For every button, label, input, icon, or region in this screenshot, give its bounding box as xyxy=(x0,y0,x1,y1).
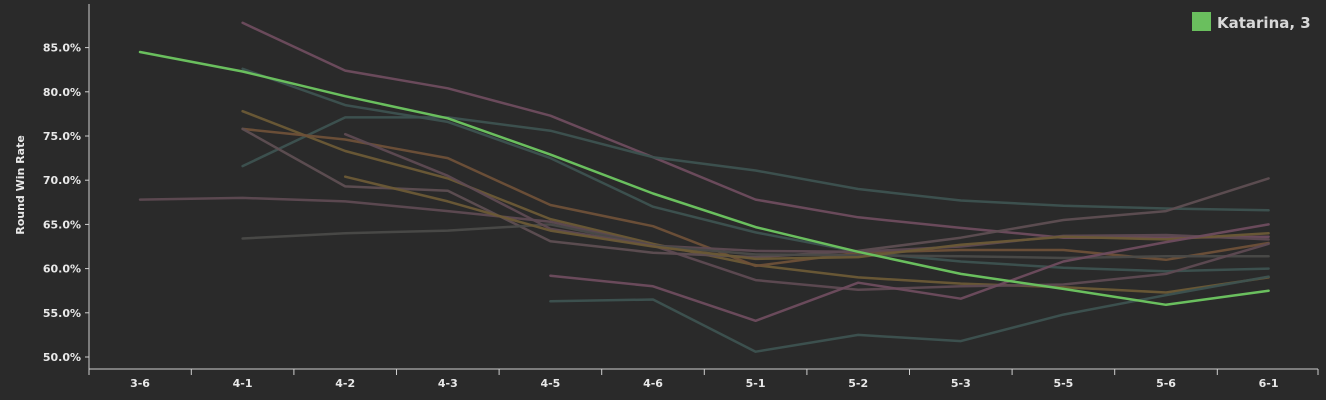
y-tick-label: 70.0% xyxy=(43,174,81,187)
x-tick-label: 4-6 xyxy=(643,377,663,390)
x-tick-label: 5-3 xyxy=(951,377,971,390)
x-tick-label: 4-5 xyxy=(540,377,560,390)
y-tick-label: 85.0% xyxy=(43,42,81,55)
series-line-highlight[interactable] xyxy=(138,50,1270,307)
x-tick-label: 6-1 xyxy=(1259,377,1279,390)
y-tick-label: 50.0% xyxy=(43,351,81,364)
series-line-9[interactable] xyxy=(343,132,1270,292)
x-tick-label: 5-2 xyxy=(848,377,868,390)
x-tick-label: 4-3 xyxy=(438,377,458,390)
x-tick-label: 4-2 xyxy=(335,377,355,390)
series-line-10[interactable] xyxy=(343,175,1270,261)
series-layer xyxy=(138,21,1270,353)
series-line-6[interactable] xyxy=(241,127,1270,259)
series-line-5[interactable] xyxy=(241,127,1270,268)
x-axis: 3-6 4-1 4-2 4-3 4-5 4-6 5-1 5-2 5-3 5-5 5-6 6-1 xyxy=(88,368,1319,390)
series-line-7[interactable] xyxy=(138,196,1270,254)
series-line-8[interactable] xyxy=(241,223,1270,260)
legend-label: Katarina, 3 xyxy=(1217,14,1311,32)
x-tick-label: 4-1 xyxy=(233,377,253,390)
y-axis: 50.0% 55.0% 60.0% 65.0% 70.0% 75.0% 80.0% 85.0% xyxy=(43,4,90,369)
x-tick-label: 3-6 xyxy=(130,377,150,390)
series-line-3[interactable] xyxy=(241,116,1270,212)
x-tick-label: 5-6 xyxy=(1156,377,1176,390)
x-tick-label: 5-1 xyxy=(746,377,766,390)
y-tick-label: 75.0% xyxy=(43,130,81,143)
y-tick-label: 60.0% xyxy=(43,263,81,276)
series-line-12[interactable] xyxy=(549,275,1270,353)
y-tick-label: 55.0% xyxy=(43,307,81,320)
y-axis-title: Round Win Rate xyxy=(14,135,27,235)
highlight-layer xyxy=(138,50,1270,307)
legend[interactable]: Katarina, 3 xyxy=(1192,12,1311,32)
y-tick-label: 65.0% xyxy=(43,218,81,231)
series-line-11[interactable] xyxy=(549,223,1270,323)
x-tick-label: 5-5 xyxy=(1053,377,1073,390)
legend-swatch xyxy=(1192,12,1211,31)
y-tick-label: 80.0% xyxy=(43,86,81,99)
